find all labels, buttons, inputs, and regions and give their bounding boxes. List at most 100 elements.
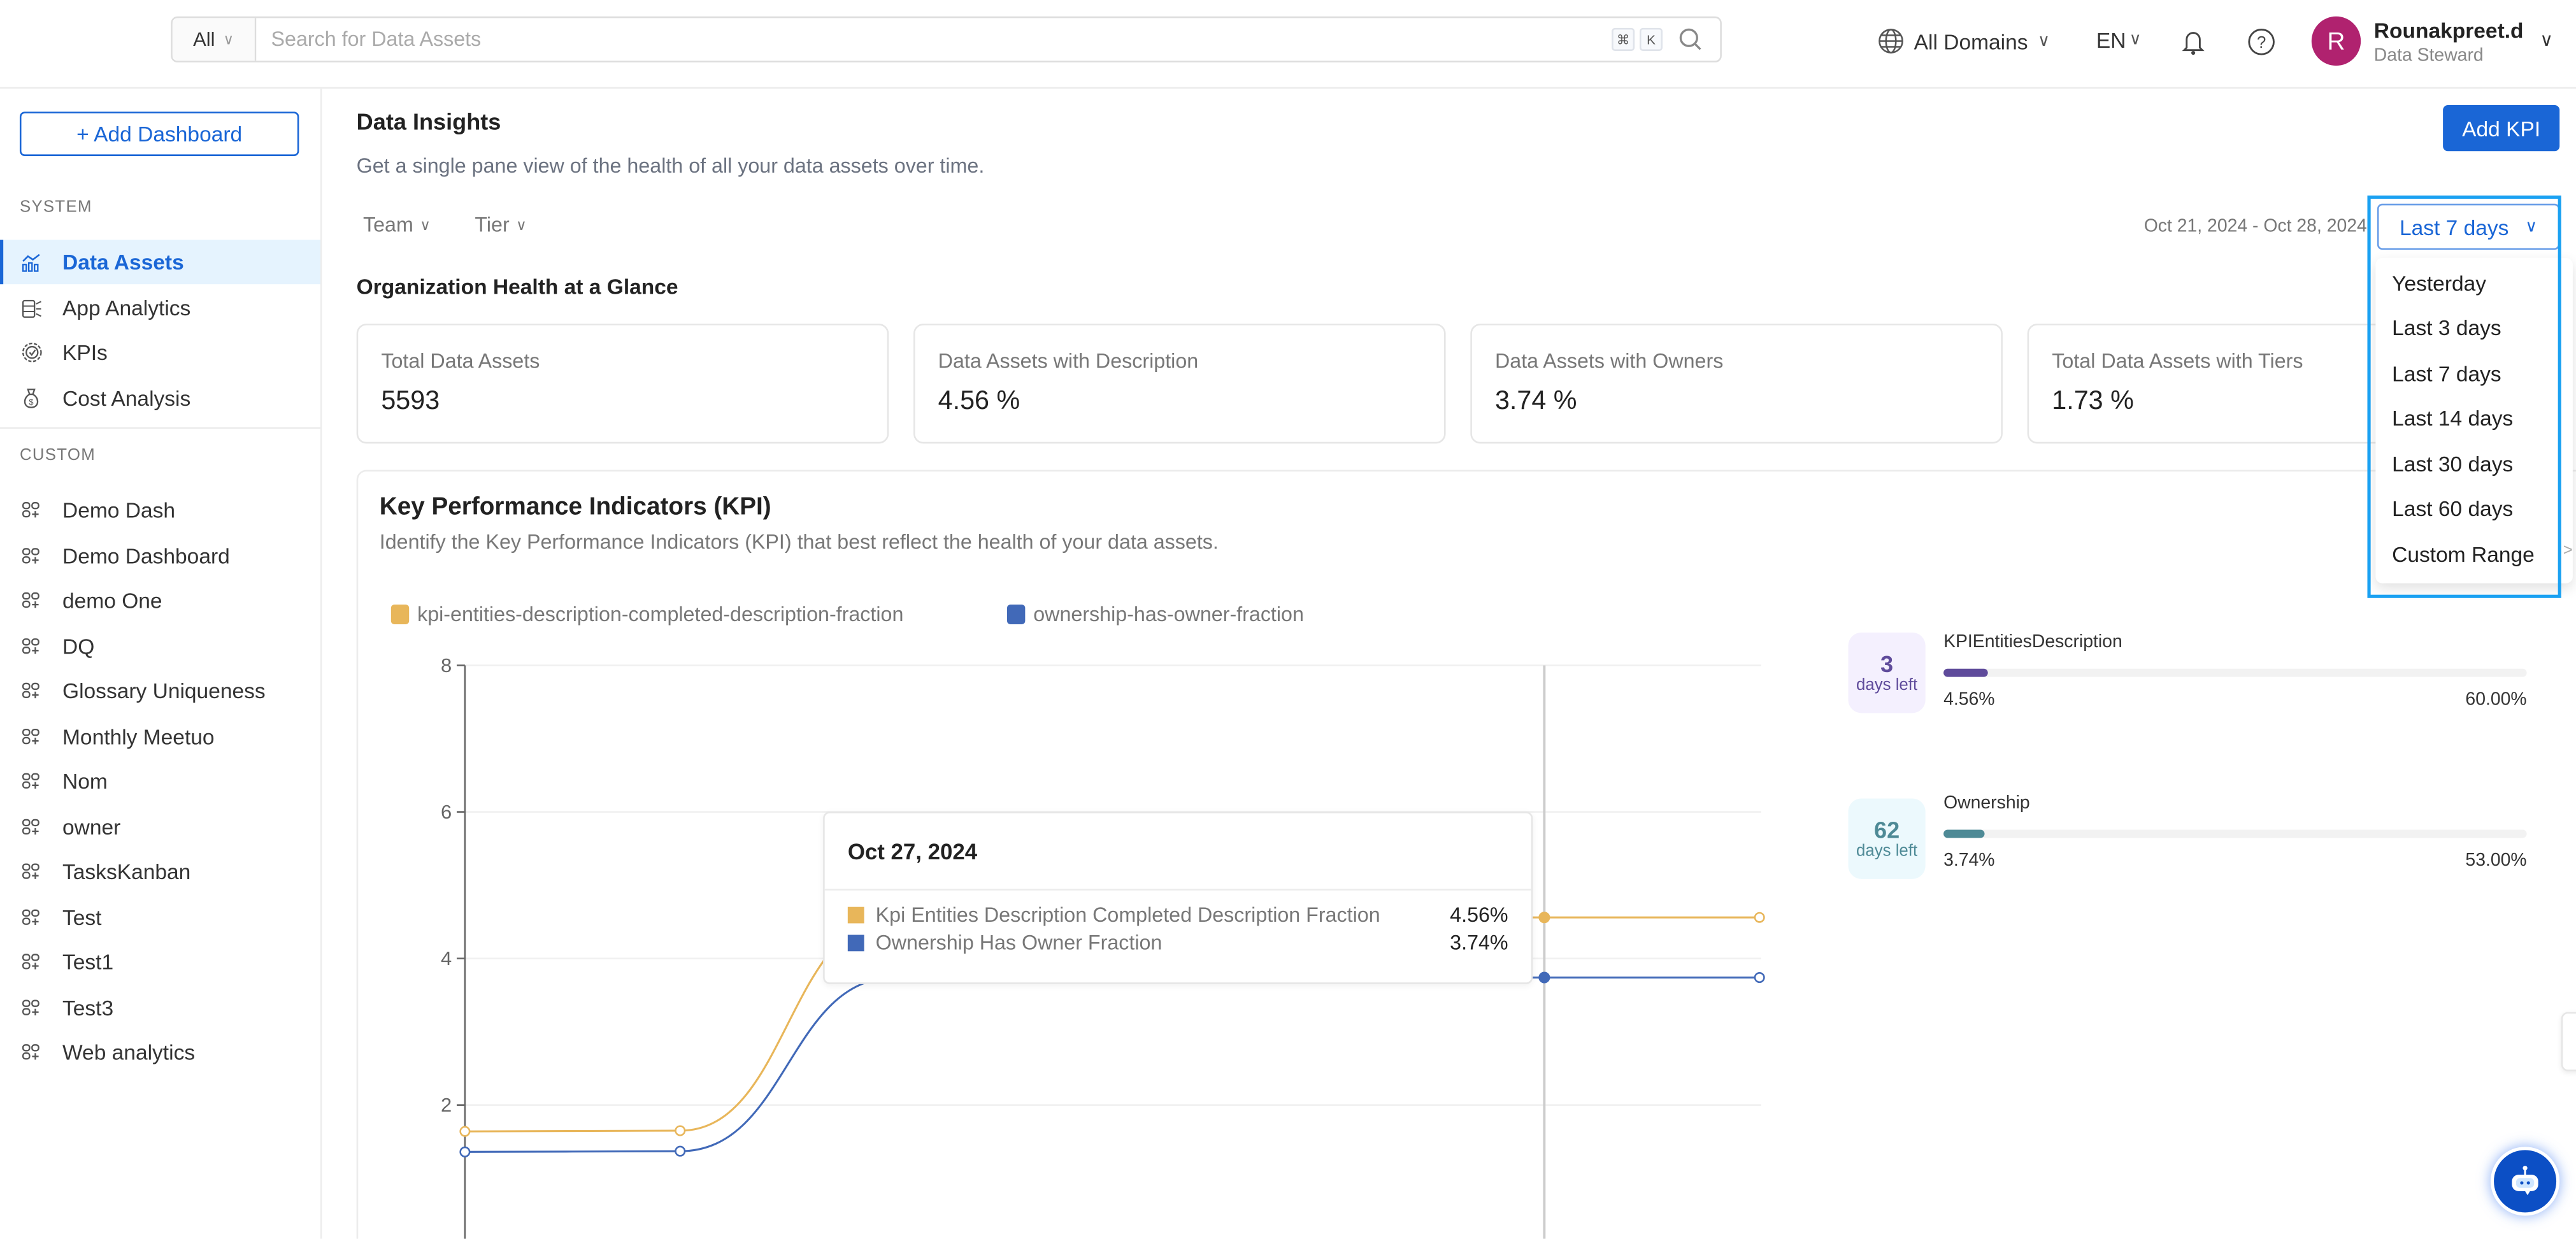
dashboard-icon [20, 499, 43, 522]
tier-filter[interactable]: Tier ∨ [475, 213, 527, 236]
command-key-icon: ⌘ [1612, 27, 1635, 51]
sidebar-item-custom-dashboard[interactable]: Monthly Meetuo [0, 714, 320, 759]
menu-item-yesterday[interactable]: Yesterday [2392, 271, 2487, 296]
add-kpi-button[interactable]: Add KPI [2443, 105, 2560, 152]
add-dashboard-button[interactable]: + Add Dashboard [19, 111, 299, 157]
dashboard-icon [20, 679, 43, 702]
sidebar-item-custom-dashboard[interactable]: DQ [0, 624, 320, 668]
sidebar-item-custom-dashboard[interactable]: Nom [0, 759, 320, 804]
sidebar-item-custom-dashboard[interactable]: Demo Dashboard [0, 533, 320, 578]
custom-section-label: CUSTOM [19, 447, 96, 465]
days-left-badge: 62 days left [1848, 798, 1926, 879]
dashboard-icon [20, 905, 43, 928]
data-point[interactable] [1538, 971, 1550, 984]
legend-item-description[interactable]: kpi-entities-description-completed-descr… [390, 603, 903, 626]
tooltip-series-value: 3.74% [1450, 931, 1508, 955]
menu-item-last-14-days[interactable]: Last 14 days [2392, 406, 2514, 431]
language-selector[interactable]: EN ∨ [2096, 28, 2142, 53]
sidebar-item-label: App Analytics [62, 296, 191, 320]
sidebar-item-custom-dashboard[interactable]: Glossary Uniqueness [0, 669, 320, 713]
sidebar-item-custom-dashboard[interactable]: Web analytics [0, 1030, 320, 1075]
kpi-title: Key Performance Indicators (KPI) [379, 492, 771, 521]
stat-card-owners: Data Assets with Owners 3.74 % [1470, 324, 2003, 444]
chart-icon [20, 250, 43, 273]
tooltip-series-label: Ownership Has Owner Fraction [875, 931, 1163, 955]
chart-tooltip: Oct 27, 2024 Kpi Entities Description Co… [823, 812, 1533, 984]
kpi-target-value: 53.00% [2465, 850, 2527, 871]
user-name[interactable]: Rounakpreet.d [2373, 18, 2524, 43]
data-point[interactable] [459, 1126, 471, 1137]
search-scope-select[interactable]: All ∨ [172, 18, 257, 61]
dashboard-icon [20, 860, 43, 883]
kpi-current-value: 4.56% [1943, 690, 1995, 710]
sidebar-item-custom-dashboard[interactable]: owner [0, 804, 320, 849]
dashboard-icon [20, 1041, 43, 1064]
chevron-down-icon: ∨ [2038, 32, 2050, 50]
team-filter[interactable]: Team ∨ [363, 213, 431, 236]
search-icon[interactable] [1677, 26, 1703, 52]
sidebar-item-data-assets[interactable]: Data Assets [0, 240, 320, 285]
sidebar-item-custom-dashboard[interactable]: Test1 [0, 940, 320, 984]
notification-bell-icon[interactable] [2180, 28, 2206, 56]
user-menu-chevron-icon[interactable]: ∨ [2540, 31, 2554, 51]
menu-item-custom-range[interactable]: Custom Range > [2392, 542, 2573, 567]
side-panel-tab[interactable] [2561, 1012, 2576, 1071]
data-point[interactable] [459, 1146, 471, 1157]
sidebar-item-cost-analysis[interactable]: $ Cost Analysis [0, 376, 320, 421]
org-health-title: Organization Health at a Glance [356, 274, 678, 299]
sidebar-divider [0, 427, 320, 429]
team-filter-label: Team [362, 213, 413, 237]
data-point[interactable] [675, 1125, 686, 1136]
chevron-down-icon: ∨ [223, 30, 234, 47]
y-tick-label: 2 [441, 1094, 452, 1116]
search-input[interactable]: Search for Data Assets [271, 27, 482, 51]
user-avatar[interactable]: R [2311, 16, 2361, 66]
sidebar-item-custom-dashboard[interactable]: TasksKanban [0, 849, 320, 894]
sidebar-item-custom-dashboard[interactable]: Demo Dash [0, 488, 320, 533]
stat-label: Total Data Assets with Tiers [2052, 350, 2303, 373]
stat-card-description: Data Assets with Description 4.56 % [913, 324, 1446, 444]
kpi-target-description[interactable]: 3 days left KPIEntitiesDescription 4.56%… [1848, 632, 2529, 718]
menu-item-last-3-days[interactable]: Last 3 days [2392, 315, 2501, 340]
sidebar-item-label: owner [62, 813, 121, 839]
chevron-down-icon: ∨ [2525, 217, 2538, 236]
sidebar-item-kpis[interactable]: KPIs [0, 330, 320, 375]
data-point[interactable] [1754, 912, 1765, 923]
sidebar-item-custom-dashboard[interactable]: Test3 [0, 985, 320, 1029]
menu-item-last-7-days[interactable]: Last 7 days [2392, 361, 2501, 387]
menu-item-last-30-days[interactable]: Last 30 days [2392, 452, 2514, 476]
sidebar-item-label: TasksKanban [62, 859, 191, 884]
dashboard-icon [20, 770, 43, 792]
help-icon[interactable]: ? [2247, 28, 2275, 56]
target-icon [20, 341, 43, 364]
sidebar-item-label: DQ [62, 633, 95, 658]
sidebar-item-custom-dashboard[interactable]: demo One [0, 578, 320, 623]
chatbot-button[interactable] [2490, 1147, 2560, 1216]
legend-item-ownership[interactable]: ownership-has-owner-fraction [1006, 603, 1304, 626]
sidebar-item-label: Nom [62, 769, 108, 794]
date-range-dropdown[interactable]: Last 7 days ∨ [2377, 203, 2560, 250]
sidebar-item-label: Web analytics [62, 1040, 196, 1065]
top-navbar: All ∨ Search for Data Assets ⌘ K All Dom… [0, 0, 2576, 89]
tooltip-series-label: Kpi Entities Description Completed Descr… [875, 903, 1380, 927]
sidebar-item-app-analytics[interactable]: App Analytics [0, 286, 320, 331]
money-bag-icon: $ [20, 387, 43, 410]
dashboard-icon [20, 996, 43, 1019]
stat-card-total-assets: Total Data Assets 5593 [356, 324, 889, 444]
sidebar-item-custom-dashboard[interactable]: Test [0, 894, 320, 939]
data-point[interactable] [675, 1145, 686, 1157]
y-tick-label: 8 [441, 654, 452, 677]
domain-selector[interactable]: All Domains ∨ [1878, 28, 2050, 54]
tier-filter-label: Tier [475, 213, 510, 237]
dashboard-icon [20, 815, 43, 838]
page-subtitle: Get a single pane view of the health of … [356, 154, 985, 178]
global-search[interactable]: All ∨ Search for Data Assets ⌘ K [171, 16, 1722, 63]
legend-swatch [1006, 605, 1026, 625]
language-label: EN [2096, 27, 2126, 53]
stat-label: Data Assets with Description [938, 350, 1199, 373]
menu-item-last-60-days[interactable]: Last 60 days [2392, 496, 2514, 521]
data-point[interactable] [1538, 912, 1550, 924]
kpi-target-ownership[interactable]: 62 days left Ownership 3.74% 53.00% [1848, 794, 2529, 879]
data-point[interactable] [1754, 972, 1765, 984]
days-left-label: days left [1856, 843, 1918, 861]
